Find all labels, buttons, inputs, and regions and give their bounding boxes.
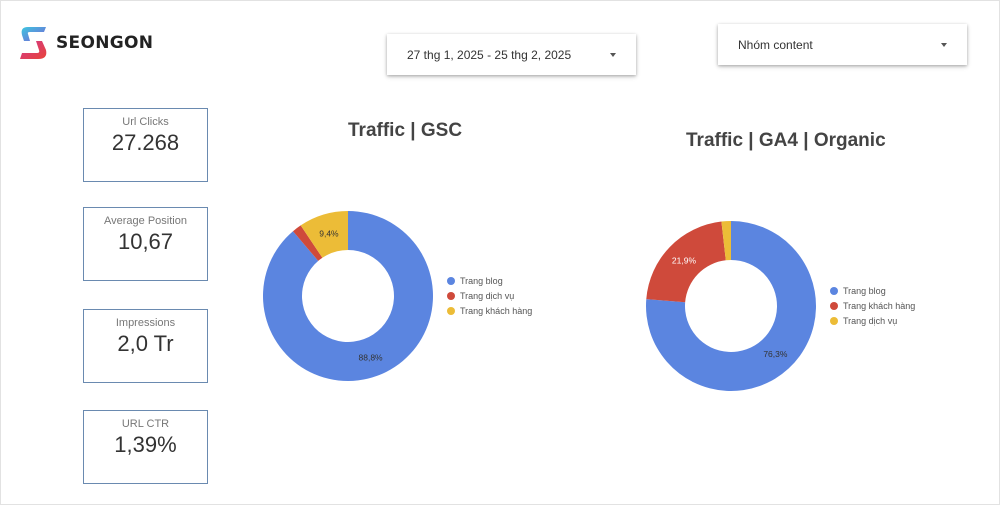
chevron-down-icon <box>610 52 616 57</box>
data-label: 88,8% <box>359 352 384 362</box>
donut-chart-gsc[interactable]: 88,8% 9,4% <box>263 211 433 381</box>
kpi-value: 2,0 Tr <box>117 331 174 356</box>
legend-dot-icon <box>830 286 838 295</box>
legend-item-trang-blog[interactable]: Trang blog <box>830 283 915 298</box>
kpi-label: Average Position <box>104 215 187 227</box>
content-group-dropdown[interactable]: Nhóm content <box>718 24 967 65</box>
kpi-label: Impressions <box>115 317 176 329</box>
legend-label: Trang dịch vụ <box>843 315 898 326</box>
seongon-logo-icon <box>20 27 47 59</box>
legend-dot-icon <box>830 301 838 310</box>
data-label: 9,4% <box>319 228 339 238</box>
donut-slice-trang-dich-vu[interactable] <box>293 225 323 261</box>
legend-dot-icon <box>447 291 455 300</box>
content-group-value: Nhóm content <box>738 37 813 52</box>
data-label: 21,9% <box>672 255 697 265</box>
brand-logo: SEONGON <box>18 24 153 62</box>
kpi-value: 10,67 <box>117 229 174 254</box>
kpi-card-url-clicks: Url Clicks 27.268 <box>83 108 208 182</box>
brand-name: SEONGON <box>56 33 154 53</box>
kpi-value: 1,39% <box>114 432 177 457</box>
kpi-label: URL CTR <box>121 418 170 430</box>
legend-gsc: Trang blog Trang dịch vụ Trang khách hàng <box>447 273 532 318</box>
donut-slice-trang-dich-vu[interactable] <box>721 221 731 261</box>
kpi-card-impressions: Impressions 2,0 Tr <box>83 309 208 383</box>
kpi-card-url-ctr: URL CTR 1,39% <box>83 410 208 484</box>
donut-slice-trang-blog[interactable] <box>263 211 433 381</box>
legend-label: Trang dịch vụ <box>460 290 515 301</box>
donut-slice-trang-khach-hang[interactable] <box>300 211 348 258</box>
kpi-card-average-position: Average Position 10,67 <box>83 207 208 281</box>
date-range-value: 27 thg 1, 2025 - 25 thg 2, 2025 <box>407 47 572 62</box>
donut-slice-trang-khach-hang[interactable] <box>646 221 726 303</box>
chevron-down-icon <box>941 42 947 47</box>
kpi-label: Url Clicks <box>122 116 169 128</box>
data-label: 76,3% <box>763 349 788 359</box>
legend-item-trang-khach-hang[interactable]: Trang khách hàng <box>447 303 532 318</box>
chart-title-ga4: Traffic | GA4 | Organic <box>686 130 886 151</box>
legend-ga4: Trang blog Trang khách hàng Trang dịch vụ <box>830 283 915 328</box>
legend-dot-icon <box>830 316 838 325</box>
legend-dot-icon <box>447 276 455 285</box>
legend-item-trang-khach-hang[interactable]: Trang khách hàng <box>830 298 915 313</box>
chart-title-gsc: Traffic | GSC <box>348 120 463 141</box>
kpi-value: 27.268 <box>111 130 180 155</box>
legend-label: Trang khách hàng <box>843 300 916 311</box>
legend-dot-icon <box>447 306 455 315</box>
donut-chart-ga4[interactable]: 76,3% 21,9% <box>646 221 816 391</box>
date-range-picker[interactable]: 27 thg 1, 2025 - 25 thg 2, 2025 <box>387 34 636 75</box>
legend-item-trang-dich-vu[interactable]: Trang dịch vụ <box>830 313 915 328</box>
legend-label: Trang blog <box>843 285 886 296</box>
legend-item-trang-blog[interactable]: Trang blog <box>447 273 532 288</box>
donut-slice-trang-blog[interactable] <box>646 221 816 391</box>
legend-label: Trang khách hàng <box>460 305 533 316</box>
legend-label: Trang blog <box>460 275 503 286</box>
legend-item-trang-dich-vu[interactable]: Trang dịch vụ <box>447 288 532 303</box>
